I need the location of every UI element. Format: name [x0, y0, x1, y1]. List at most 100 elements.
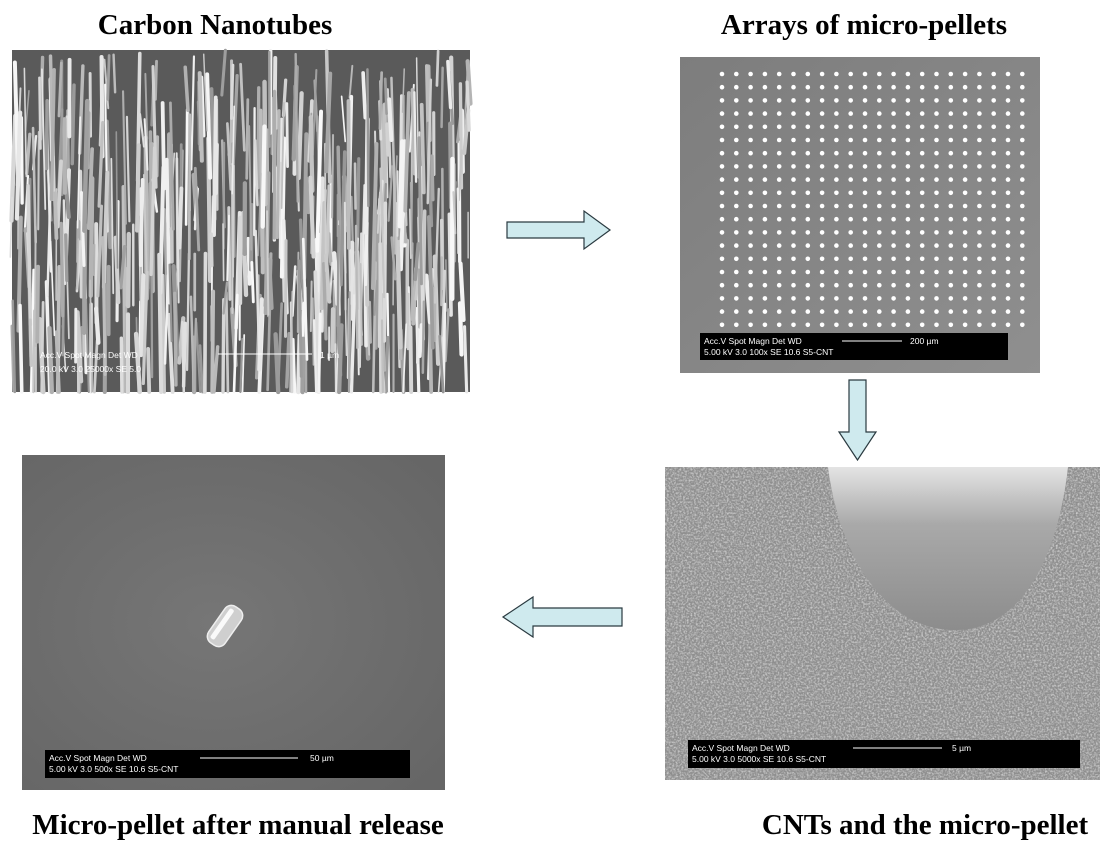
texture: [329, 234, 331, 265]
pellet-dot: [848, 72, 853, 77]
pellet-dot: [977, 177, 982, 182]
texture: [108, 56, 109, 100]
pellet-dot: [991, 111, 996, 116]
texture: [370, 302, 371, 342]
pellet-dot: [906, 257, 911, 262]
pellet-dot: [748, 164, 753, 169]
texture: [163, 276, 164, 392]
pellet-dot: [791, 98, 796, 103]
databar-header: Acc.V Spot Magn Det WD: [704, 336, 802, 346]
texture: [387, 124, 388, 154]
pellet-dot: [834, 257, 839, 262]
pellet-dot: [977, 111, 982, 116]
pellet-dot: [763, 111, 768, 116]
pellet-dot: [949, 257, 954, 262]
pellet-dot: [906, 151, 911, 156]
pellet-dot: [1020, 217, 1025, 222]
pellet-dot: [820, 257, 825, 262]
texture: [442, 68, 443, 127]
pellet-dot: [777, 85, 782, 90]
pellet-dot: [820, 177, 825, 182]
pellet-dot: [777, 217, 782, 222]
pellet-dot: [791, 151, 796, 156]
pellet-dot: [748, 283, 753, 288]
texture: [263, 126, 265, 226]
pellet-dot: [720, 138, 725, 143]
pellet-dot: [777, 283, 782, 288]
texture: [458, 189, 459, 253]
pellet-dot: [891, 243, 896, 248]
pellet-dot: [934, 151, 939, 156]
pellet-dot: [977, 243, 982, 248]
pellet-dot: [991, 309, 996, 314]
pellet-dot: [863, 85, 868, 90]
pellet-dot: [1006, 204, 1011, 209]
pellet-dot: [949, 85, 954, 90]
texture: [267, 211, 268, 315]
pellet-dot: [720, 85, 725, 90]
texture: [380, 73, 382, 129]
pellet-dot: [763, 98, 768, 103]
pellet-dot: [720, 296, 725, 301]
pellet-dot: [791, 230, 796, 235]
pellet-dot: [963, 243, 968, 248]
pellet-dot: [806, 283, 811, 288]
pellet-dot: [963, 98, 968, 103]
pellet-dot: [877, 164, 882, 169]
pellet-dot: [877, 191, 882, 196]
texture: [276, 334, 279, 392]
pellet-dot: [891, 270, 896, 275]
texture: [363, 73, 365, 118]
pellet-dot: [763, 85, 768, 90]
pellet-dot: [791, 270, 796, 275]
pellet-dot: [848, 98, 853, 103]
pellet-dot: [991, 98, 996, 103]
texture: [175, 293, 176, 385]
pellet-dot: [1020, 125, 1025, 130]
pellet-dot: [920, 230, 925, 235]
pellet-dot: [720, 217, 725, 222]
pellet-dot: [920, 111, 925, 116]
texture: [338, 226, 339, 326]
pellet-dot: [777, 111, 782, 116]
pellet-dot: [949, 138, 954, 143]
pellet-dot: [734, 296, 739, 301]
pellet-dot: [748, 296, 753, 301]
pellet-dot: [791, 177, 796, 182]
pellet-dot: [934, 270, 939, 275]
pellet-dot: [977, 204, 982, 209]
pellet-dot: [1020, 111, 1025, 116]
texture: [137, 145, 139, 230]
pellet-dot: [906, 177, 911, 182]
pellet-dot: [820, 72, 825, 77]
pellet-dot: [920, 125, 925, 130]
pellet-dot: [720, 151, 725, 156]
pellet-dot: [949, 283, 954, 288]
texture: [148, 349, 149, 392]
pellet-dot: [734, 257, 739, 262]
pellet-dot: [763, 243, 768, 248]
pellet-dot: [863, 72, 868, 77]
pellet-dot: [877, 204, 882, 209]
pellet-dot: [891, 85, 896, 90]
panel-title: CNTs and the micro-pellet: [762, 809, 1089, 841]
pellet-dot: [720, 125, 725, 130]
pellet-dot: [863, 191, 868, 196]
pellet-dot: [877, 85, 882, 90]
pellet-dot: [920, 164, 925, 169]
pellet-dot: [991, 138, 996, 143]
texture: [332, 309, 333, 351]
pellet-dot: [720, 111, 725, 116]
pellet-dot: [848, 151, 853, 156]
pellet-dot: [791, 323, 796, 328]
pellet-dot: [963, 72, 968, 77]
pellet-dot: [949, 204, 954, 209]
pellet-dot: [963, 323, 968, 328]
pellet-dot: [920, 243, 925, 248]
pellet-dot: [748, 151, 753, 156]
pellet-dot: [949, 111, 954, 116]
arrow-left: [503, 597, 622, 637]
pellet-dot: [949, 230, 954, 235]
pellet-dot: [763, 151, 768, 156]
pellet-dot: [806, 270, 811, 275]
